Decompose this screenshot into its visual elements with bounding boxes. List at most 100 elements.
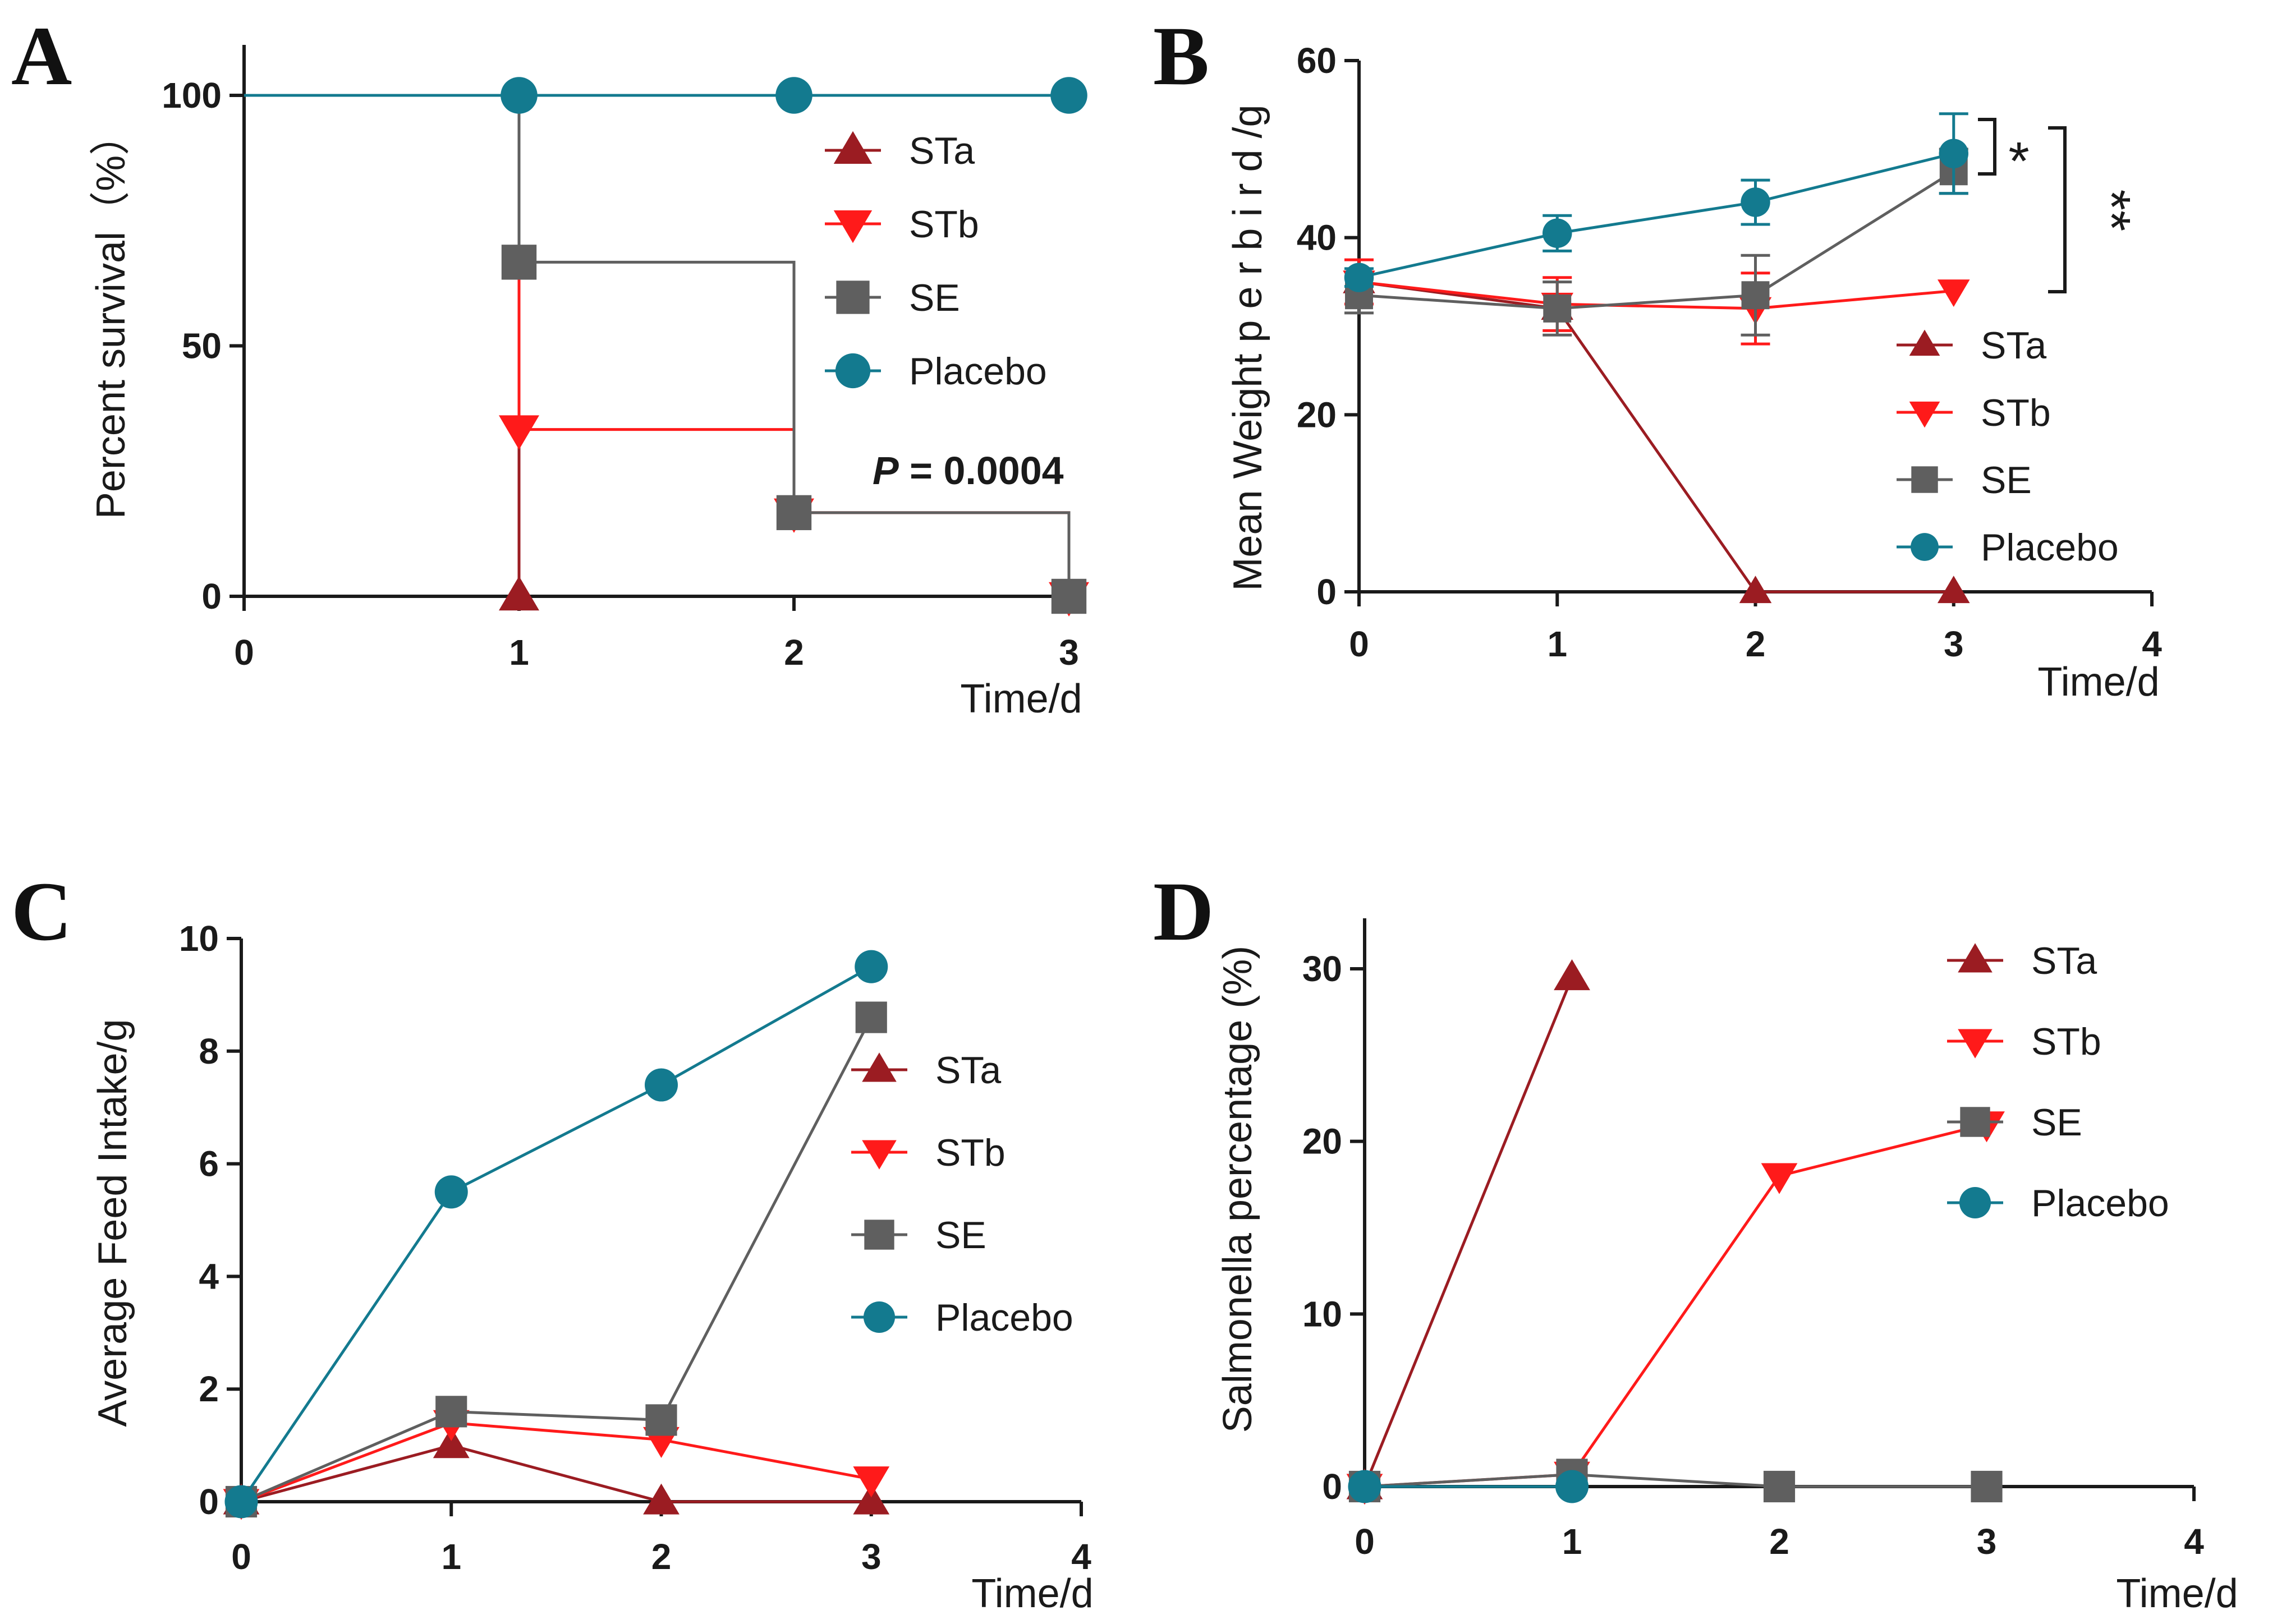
x-tick-label: 3	[1944, 624, 1964, 664]
legend-marker	[1911, 533, 1939, 561]
data-point	[1348, 1470, 1381, 1503]
legend-item: STb	[1947, 1020, 2101, 1063]
legend-label: SE	[909, 277, 960, 319]
series-se	[1348, 1459, 2003, 1503]
y-tick-label: 60	[1297, 40, 1337, 81]
legend-item: SE	[825, 277, 960, 319]
panel-letter: D	[1153, 865, 1214, 958]
legend-item: STa	[825, 130, 975, 172]
series-line	[1363, 977, 1573, 1487]
series-stb	[1346, 1111, 2005, 1505]
legend-marker	[833, 131, 873, 164]
y-tick-label: 8	[199, 1031, 219, 1071]
legend-marker	[1909, 401, 1940, 428]
data-point	[1761, 1163, 1798, 1194]
series-line	[241, 1016, 873, 1503]
legend-label: STa	[1981, 324, 2046, 367]
series-sta	[1346, 959, 1590, 1499]
y-tick-label: 20	[1297, 394, 1337, 435]
data-point	[1051, 578, 1087, 614]
x-tick-label: 4	[1071, 1536, 1091, 1577]
x-axis-title: Time/d	[2116, 1571, 2238, 1616]
legend-item: SE	[851, 1214, 986, 1257]
data-point	[1739, 576, 1772, 604]
data-point	[644, 1068, 678, 1102]
x-tick-label: 2	[1746, 624, 1766, 664]
series-line	[1364, 1473, 1987, 1488]
legend-marker	[862, 1140, 897, 1170]
legend-item: Placebo	[1947, 1182, 2169, 1225]
legend-marker	[1958, 1029, 1993, 1059]
legend-marker	[1911, 466, 1938, 493]
legend-item: STa	[1947, 940, 2097, 982]
data-point	[435, 1396, 467, 1428]
y-tick-label: 10	[179, 918, 219, 959]
series-line	[240, 965, 872, 1503]
data-point	[643, 1483, 680, 1515]
data-point	[1763, 1470, 1796, 1503]
data-point	[855, 950, 888, 983]
legend-label: STa	[935, 1049, 1001, 1092]
y-tick-label: 0	[1316, 572, 1337, 612]
y-tick-label: 4	[199, 1256, 219, 1296]
x-tick-label: 1	[441, 1536, 461, 1577]
y-tick-label: 2	[199, 1369, 219, 1409]
x-tick-label: 0	[1355, 1521, 1375, 1562]
data-point	[1741, 187, 1770, 217]
data-point	[853, 1466, 890, 1498]
series-line	[1358, 280, 1954, 594]
data-point	[855, 1001, 887, 1033]
series-line	[1358, 170, 1955, 310]
legend-marker	[863, 1301, 896, 1333]
x-tick-label: 0	[234, 632, 254, 673]
legend-marker	[835, 353, 871, 389]
legend-item: Placebo	[1897, 526, 2119, 569]
significance-brackets: ***	[1978, 118, 2141, 293]
legend-label: STb	[1981, 392, 2051, 434]
series-se	[225, 1001, 887, 1518]
y-axis-title: Mean Weight p e r b i r d /g	[1225, 104, 1270, 591]
y-tick-label: 0	[199, 1482, 219, 1522]
series-line	[1358, 152, 1954, 279]
series-line	[241, 1421, 872, 1503]
legend-label: STb	[909, 203, 979, 246]
data-point	[1344, 263, 1374, 292]
series-line	[244, 94, 521, 596]
legend-label: Placebo	[2031, 1182, 2169, 1225]
series-line	[1364, 1122, 1987, 1488]
data-point	[1543, 218, 1572, 249]
panel-d: D 0 10 20 30 0 1 2 3 4 Time/d Salmonella percentage…	[1153, 865, 2238, 1616]
data-point	[224, 1485, 258, 1519]
series-sta	[1343, 265, 1970, 604]
panel-letter: C	[11, 865, 72, 958]
x-axis-title: Time/d	[2037, 660, 2159, 705]
y-tick-label: 0	[1322, 1466, 1342, 1507]
legend-label: SE	[2031, 1101, 2082, 1144]
y-tick-label: 10	[1302, 1294, 1342, 1334]
legend-marker	[1959, 1186, 1991, 1219]
y-tick-label: 50	[182, 326, 222, 366]
x-tick-label: 3	[1977, 1521, 1997, 1562]
series-stb	[223, 1410, 890, 1520]
y-axis-title: Salmonella percentage (%)	[1215, 946, 1260, 1433]
y-axis-title: Average Feed Intake/g	[90, 1019, 135, 1427]
y-tick-label: 0	[201, 576, 222, 617]
data-point	[645, 1404, 677, 1436]
x-tick-label: 3	[1059, 632, 1079, 673]
y-tick-label: 20	[1302, 1121, 1342, 1162]
series-placebo	[224, 950, 888, 1519]
x-tick-label: 1	[1547, 624, 1567, 664]
legend-item: STa	[1897, 324, 2046, 367]
legend: STa STb SE Placebo	[1897, 324, 2119, 569]
data-point	[434, 1175, 468, 1209]
y-tick-label: 40	[1297, 218, 1337, 258]
panel-letter: A	[11, 10, 72, 103]
series-placebo	[1348, 1470, 1589, 1503]
y-tick-label: 6	[199, 1144, 219, 1184]
legend: STa STb SE Placebo	[825, 130, 1047, 393]
y-axis-title: Percent survival（%）	[89, 115, 134, 519]
series-placebo	[244, 77, 1087, 114]
data-point	[1741, 281, 1770, 310]
